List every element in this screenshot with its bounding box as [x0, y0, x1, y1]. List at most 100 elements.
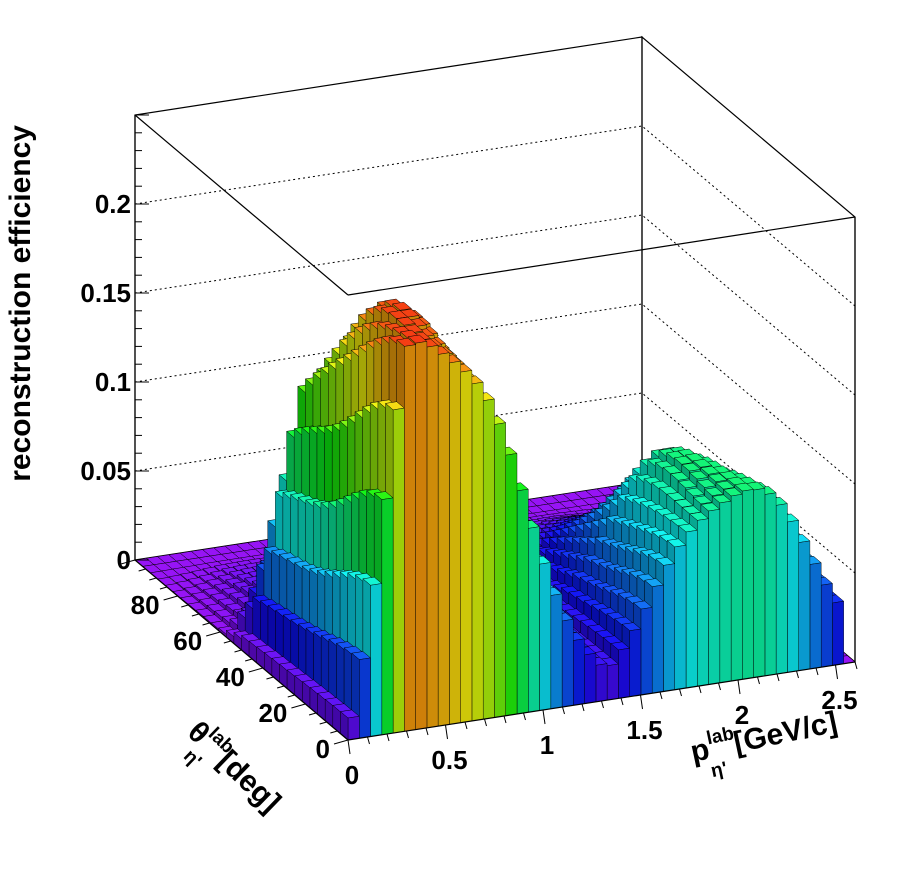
bin-front	[381, 497, 394, 736]
bin-front	[415, 341, 428, 730]
z-tick-label: 0.15	[80, 278, 131, 308]
x-minor-tick	[581, 703, 585, 712]
y-axis: 0 20 40 60 80	[120, 559, 349, 764]
bin-front	[550, 593, 563, 710]
z-tick-label: 0	[117, 545, 131, 575]
x-minor-tick	[562, 706, 565, 715]
x-minor-tick	[406, 730, 409, 739]
bin-front	[775, 503, 788, 675]
x-major-tick	[835, 664, 838, 680]
bin-front	[708, 509, 720, 685]
bin-front	[505, 453, 518, 716]
y-minor-tick	[149, 577, 157, 581]
x-minor-tick	[659, 691, 663, 700]
x-minor-tick	[425, 727, 429, 736]
y-tick-label: 40	[216, 662, 245, 692]
y-minor-tick	[191, 613, 200, 617]
bin-front	[404, 344, 416, 732]
y-tick-label: 0	[316, 734, 330, 764]
bin-front	[595, 663, 608, 703]
bin-front	[787, 520, 799, 673]
x-minor-tick	[484, 718, 487, 727]
x-major-tick	[445, 724, 448, 740]
y-tick-label: 20	[258, 698, 287, 728]
x-minor-tick	[601, 700, 604, 709]
bin-front	[437, 352, 450, 727]
x-major-tick	[737, 679, 741, 695]
y-major-tick	[291, 703, 306, 709]
bin-front	[539, 562, 551, 711]
x-minor-tick	[698, 685, 702, 694]
x-minor-tick	[854, 661, 858, 670]
bin-front	[753, 488, 766, 678]
x-axis-label: plabη'[GeV/c]	[687, 702, 844, 786]
y-axis-label: θlabη' [deg]	[169, 712, 289, 831]
bin-front	[392, 407, 405, 734]
x-minor-tick	[757, 676, 760, 685]
y-minor-tick	[276, 685, 285, 689]
bin-front	[471, 381, 484, 722]
x-minor-tick	[815, 667, 819, 676]
bin-front	[516, 488, 529, 715]
y-minor-tick	[234, 649, 242, 653]
bin-front	[652, 584, 664, 694]
z-axis: 00.050.10.150.2	[80, 114, 149, 575]
frame-edge	[347, 216, 856, 296]
y-minor-tick	[181, 604, 189, 608]
x-tick-label: 1.5	[626, 715, 662, 745]
x-tick-label: 1	[540, 730, 554, 760]
gridline	[134, 214, 856, 396]
x-minor-tick	[464, 721, 468, 730]
bin-front	[370, 583, 382, 737]
bin-front	[347, 716, 360, 741]
x-tick-label: 0	[345, 760, 359, 790]
x-minor-tick	[796, 670, 799, 679]
bin-front	[809, 562, 822, 670]
y-minor-tick	[308, 712, 317, 716]
lego-bars	[134, 298, 856, 741]
bin-front	[460, 370, 473, 723]
bin-front	[573, 638, 585, 706]
bin-front	[494, 422, 506, 718]
x-minor-tick	[718, 682, 721, 691]
bin-front	[697, 518, 709, 687]
y-major-tick	[120, 559, 136, 565]
bin-front	[832, 600, 844, 666]
x-tick-label: 0.5	[431, 745, 467, 775]
lego-bin	[339, 709, 360, 741]
x-minor-tick	[386, 733, 390, 742]
x-tick-label: 2	[735, 700, 749, 730]
bin-front	[719, 500, 732, 684]
x-minor-tick	[776, 673, 780, 682]
bin-front	[821, 583, 833, 668]
z-axis-label: reconstruction efficiency	[4, 125, 37, 482]
z-tick-label: 0.1	[95, 367, 131, 397]
y-major-tick	[206, 631, 221, 637]
bin-front	[798, 540, 811, 671]
y-minor-tick	[330, 730, 338, 734]
x-major-tick	[640, 694, 643, 710]
x-minor-tick	[503, 715, 507, 724]
x-minor-tick	[367, 736, 370, 745]
bin-front	[730, 494, 743, 682]
x-major-tick	[542, 709, 546, 725]
y-tick-label: 80	[131, 590, 160, 620]
y-minor-tick	[319, 721, 327, 725]
bin-front	[483, 398, 495, 720]
y-minor-tick	[287, 694, 295, 698]
y-minor-tick	[138, 568, 146, 572]
x-minor-tick	[679, 688, 682, 697]
bin-front	[449, 360, 461, 725]
x-tick-label: 2.5	[821, 685, 857, 715]
y-tick-label: 60	[173, 626, 202, 656]
bin-front	[629, 628, 642, 697]
bin-front	[640, 607, 653, 696]
y-major-tick	[248, 667, 263, 673]
x-major-tick	[347, 739, 351, 755]
x-axis: 0 0.5 1 1.5 2 2.5	[345, 661, 858, 790]
bin-front	[561, 618, 574, 708]
bin-front	[618, 647, 630, 699]
y-minor-tick	[266, 676, 274, 680]
